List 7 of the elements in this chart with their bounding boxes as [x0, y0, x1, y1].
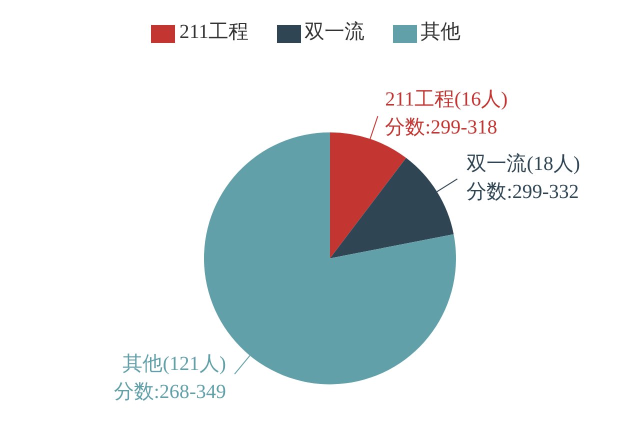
data-label: 211工程(16人) 分数:299-318: [385, 88, 508, 138]
pie-slice: [330, 158, 454, 258]
data-label: 双一流(18人) 分数:299-332: [466, 152, 580, 203]
legend-label: 其他: [420, 21, 461, 43]
legend-label: 211工程: [179, 21, 249, 43]
data-label: 其他(121人) 分数:268-349: [114, 353, 226, 404]
legend-label: 双一流: [304, 21, 365, 43]
